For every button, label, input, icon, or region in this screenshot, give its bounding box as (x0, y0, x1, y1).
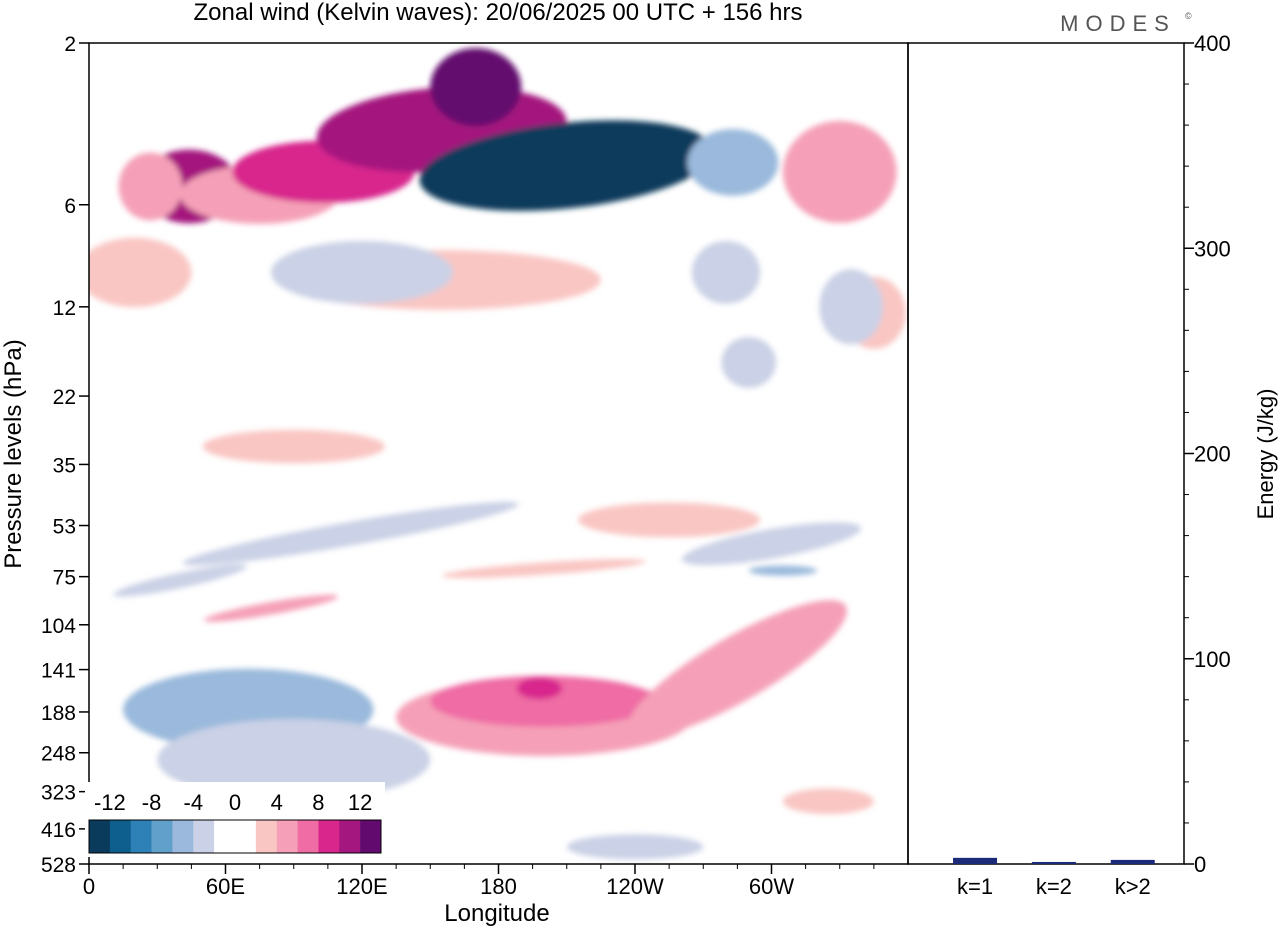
energy-category-label-0: k=1 (957, 874, 993, 899)
colorbar-frame (88, 819, 382, 854)
colorbar-swatch-11 (318, 820, 340, 853)
wind-anomaly-blob-17 (202, 429, 385, 464)
x-axis-label: Longitude (444, 900, 549, 927)
colorbar-swatch-7 (235, 820, 257, 853)
colorbar-swatch-8 (255, 820, 278, 853)
y-tick-label-10: 248 (41, 743, 76, 766)
colorbar-swatch-0 (89, 820, 111, 853)
colorbar-swatch-9 (276, 820, 298, 853)
energy-bars: k=1 k=2 k>2 (953, 857, 1155, 899)
wind-anomaly-blob-8 (782, 120, 897, 223)
brand-logo: MODES (1060, 11, 1176, 36)
wind-anomaly-blob-20 (203, 594, 339, 622)
x-tick-label-4: 120W (606, 874, 664, 899)
colorbar-swatch-3 (151, 820, 173, 853)
colorbar-label-3: 0 (229, 790, 241, 815)
wind-anomaly-blob-11 (271, 240, 453, 304)
x-tick-label-3: 180 (480, 874, 517, 899)
colorbar-label-6: 12 (348, 790, 372, 815)
colorbar-swatch-6 (214, 820, 236, 853)
y-tick-label-2: 12 (53, 297, 76, 320)
heatmap-field (89, 48, 906, 860)
y-tick-label-1: 6 (64, 195, 76, 218)
x-tick-label-1: 60E (206, 874, 245, 899)
energy-bar-k=2 (1031, 861, 1076, 864)
energy-axis-label: Energy (J/kg) (1253, 389, 1278, 520)
colorbar-swatch-2 (130, 820, 152, 853)
pressure-axis: 2 6 12 22 35 53 75 104 141 188 248 323 416 528 (41, 33, 89, 877)
y-tick-label-3: 22 (53, 386, 76, 409)
wind-anomaly-blob-30 (516, 677, 563, 700)
wind-anomaly-blob-16 (819, 269, 883, 345)
y-tick-label-11: 323 (41, 782, 76, 805)
wind-anomaly-blob-1 (118, 152, 183, 221)
wind-anomaly-blob-34 (566, 834, 704, 860)
colorbar-label-4: 4 (271, 790, 283, 815)
colorbar-label-2: -4 (184, 790, 204, 815)
longitude-axis: 0 60E 120E 180 120W 60W (83, 864, 875, 899)
colorbar: -12 -8 -4 0 4 8 12 (85, 782, 385, 857)
wind-anomaly-blob-7 (460, 122, 696, 190)
energy-bar-k=1 (953, 857, 998, 864)
y-tick-label-9: 188 (41, 702, 76, 725)
wind-anomaly-blob-9 (687, 129, 779, 196)
y-tick-label-13: 528 (41, 854, 76, 877)
wind-anomaly-blob-32 (782, 788, 874, 815)
x-tick-label-5: 60W (749, 874, 794, 899)
energy-tick-label-1: 100 (1194, 647, 1231, 672)
energy-tick-label-0: 0 (1194, 852, 1206, 877)
energy-panel-frame (907, 42, 1185, 865)
energy-category-label-1: k=2 (1036, 874, 1072, 899)
y-tick-label-0: 2 (64, 33, 76, 56)
energy-bar-k>2 (1110, 859, 1155, 864)
colorbar-swatch-10 (297, 820, 319, 853)
wind-anomaly-blob-14 (721, 336, 777, 388)
wind-anomaly-blob-21 (441, 559, 647, 579)
wind-anomaly-blob-24 (748, 565, 817, 576)
brand-logo-mark: © (1185, 11, 1192, 21)
energy-tick-label-2: 200 (1194, 442, 1231, 467)
energy-tick-label-3: 300 (1194, 236, 1231, 261)
energy-axis: 0 100 200 300 400 (1184, 31, 1231, 877)
y-tick-label-5: 53 (53, 516, 76, 539)
y-tick-label-6: 75 (53, 567, 76, 590)
chart-title: Zonal wind (Kelvin waves): 20/06/2025 00… (194, 0, 803, 26)
y-tick-label-4: 35 (53, 454, 76, 477)
wind-anomaly-blob-12 (89, 237, 192, 308)
colorbar-label-1: -8 (142, 790, 162, 815)
y-axis-label: Pressure levels (hPa) (0, 339, 27, 568)
wind-anomaly-blob-13 (691, 240, 761, 304)
wind-anomaly-blob-18 (182, 501, 519, 566)
energy-category-label-2: k>2 (1115, 874, 1151, 899)
y-tick-label-8: 141 (41, 660, 76, 683)
x-tick-label-0: 0 (83, 874, 95, 899)
wind-anomaly-blob-5 (430, 48, 522, 127)
wind-anomaly-blob-23 (681, 522, 862, 566)
colorbar-label-0: -12 (94, 790, 126, 815)
energy-tick-label-4: 400 (1194, 31, 1231, 56)
wind-anomaly-blob-27 (157, 719, 431, 801)
colorbar-swatch-1 (109, 820, 132, 853)
x-tick-label-2: 120E (336, 874, 387, 899)
y-tick-label-7: 104 (41, 615, 76, 638)
colorbar-swatch-4 (172, 820, 194, 853)
colorbar-swatch-5 (193, 820, 215, 853)
colorbar-swatch-12 (339, 820, 361, 853)
wind-anomaly-blob-29 (430, 675, 658, 727)
wind-anomaly-blob-31 (627, 600, 847, 737)
colorbar-label-5: 8 (312, 790, 324, 815)
wind-anomaly-blob-19 (113, 564, 247, 597)
colorbar-swatch-13 (360, 820, 382, 853)
y-tick-label-12: 416 (41, 819, 76, 842)
wind-anomaly-blob-22 (578, 502, 761, 538)
